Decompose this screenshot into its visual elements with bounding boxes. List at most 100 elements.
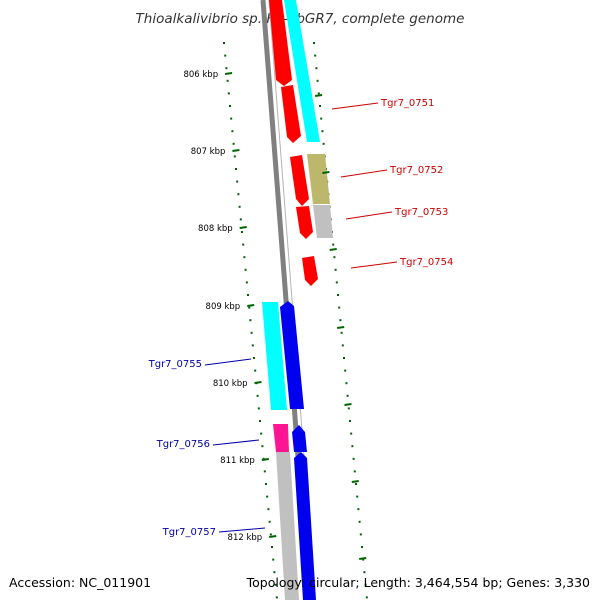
- scale-dot: [341, 344, 344, 347]
- scale-dot: [350, 432, 353, 435]
- scale-dot: [364, 583, 367, 586]
- scale-tick-label: 812 kbp: [228, 533, 263, 543]
- scale-tick-label: 811 kbp: [220, 456, 255, 466]
- scale-tick-mark: [247, 304, 255, 307]
- scale-dot: [263, 470, 266, 473]
- cds-arrow-forward[interactable]: [302, 256, 318, 286]
- gene-label[interactable]: Tgr7_0754: [399, 257, 453, 268]
- scale-dot: [273, 571, 276, 574]
- scale-dot: [266, 495, 269, 498]
- scale-dot: [346, 394, 349, 397]
- gene-label-leader: [331, 102, 379, 110]
- scale-dot: [257, 407, 260, 410]
- scale-dot: [365, 596, 368, 599]
- scale-dot: [340, 331, 343, 334]
- genome-summary-text: Topology: circular; Length: 3,464,554 bp…: [246, 575, 590, 590]
- scale-dot: [356, 495, 359, 498]
- cds-block-gray[interactable]: [276, 452, 299, 600]
- gene-label[interactable]: Tgr7_0753: [394, 207, 448, 218]
- cds-block-magenta[interactable]: [273, 424, 289, 452]
- scale-dot: [256, 394, 259, 397]
- scale-dot: [249, 319, 252, 322]
- scale-dot: [320, 117, 323, 120]
- gene-label[interactable]: Tgr7_0757: [162, 527, 216, 538]
- scale-dot: [224, 54, 227, 57]
- scale-dot: [322, 142, 325, 145]
- scale-dot: [352, 457, 355, 460]
- scale-dot: [259, 420, 261, 422]
- cds-block-cyan[interactable]: [284, 0, 320, 142]
- scale-dot: [253, 357, 255, 359]
- scale-dot: [223, 42, 225, 44]
- scale-dot: [242, 243, 245, 246]
- scale-dot: [362, 558, 365, 561]
- cds-arrow-forward[interactable]: [269, 0, 292, 86]
- gene-label-leader: [350, 261, 398, 269]
- scale-dot: [260, 432, 263, 435]
- gene-label[interactable]: Tgr7_0751: [380, 98, 434, 109]
- cds-arrow-forward[interactable]: [281, 85, 301, 143]
- cds-arrow-reverse[interactable]: [280, 301, 304, 409]
- accession-text: Accession: NC_011901: [9, 575, 151, 590]
- scale-dot: [233, 155, 236, 158]
- scale-dot: [241, 231, 243, 233]
- scale-dot: [248, 306, 251, 309]
- scale-dot: [243, 256, 246, 259]
- scale-dot: [235, 168, 237, 170]
- scale-dot: [226, 79, 229, 82]
- scale-dot: [314, 54, 317, 57]
- scale-dot: [353, 470, 356, 473]
- scale-dot: [245, 281, 248, 284]
- scale-dot: [313, 42, 315, 44]
- gene-label[interactable]: Tgr7_0752: [389, 165, 443, 176]
- scale-dot: [269, 533, 272, 536]
- gene-label[interactable]: Tgr7_0755: [148, 359, 202, 370]
- scale-dot: [231, 130, 234, 133]
- scale-dot: [236, 180, 239, 183]
- scale-tick-mark: [329, 248, 337, 251]
- scale-tick-mark: [261, 458, 269, 461]
- scale-dot: [319, 105, 321, 107]
- gene-label-leader: [218, 527, 266, 533]
- scale-dot: [271, 546, 273, 548]
- gene-label-leader: [345, 211, 393, 220]
- right-dotted-track: [313, 42, 368, 599]
- scale-dot: [317, 92, 320, 95]
- scale-dot: [363, 571, 366, 574]
- cds-arrow-forward[interactable]: [296, 206, 313, 239]
- cds-arrow-reverse[interactable]: [294, 452, 316, 600]
- scale-tick-mark: [351, 480, 359, 483]
- scale-dot: [261, 445, 264, 448]
- gene-label[interactable]: Tgr7_0756: [156, 439, 210, 450]
- cds-block-gray[interactable]: [313, 205, 333, 238]
- scale-dot: [316, 79, 319, 82]
- cds-arrow-forward[interactable]: [290, 155, 309, 206]
- scale-dot: [357, 508, 360, 511]
- scale-tick-mark: [322, 171, 330, 174]
- scale-dot: [337, 294, 339, 296]
- scale-dot: [254, 369, 257, 372]
- scale-tick-labels: 806 kbp 807 kbp 808 kbp 809 kbp 810 kbp 811 k…: [183, 70, 367, 560]
- scale-dot: [238, 205, 241, 208]
- scale-dot: [339, 319, 342, 322]
- scale-dot: [343, 357, 345, 359]
- scale-dot: [321, 130, 324, 133]
- scale-tick-label: 807 kbp: [191, 147, 226, 157]
- scale-dot: [251, 344, 254, 347]
- scale-dot: [315, 67, 318, 70]
- scale-dot: [268, 520, 271, 523]
- feature-track: [262, 0, 333, 600]
- scale-dot: [265, 483, 267, 485]
- cds-arrow-reverse[interactable]: [292, 425, 307, 452]
- scale-tick-mark: [224, 72, 233, 75]
- scale-dot: [232, 142, 235, 145]
- scale-dot: [359, 533, 362, 536]
- scale-tick-mark: [239, 226, 247, 229]
- cds-block-olive[interactable]: [307, 154, 330, 204]
- scale-dot: [332, 243, 335, 246]
- genome-title: Thioalkalivibrio sp. HL-EbGR7, complete …: [136, 11, 465, 27]
- scale-dot: [239, 218, 242, 221]
- cds-block-cyan[interactable]: [262, 302, 287, 410]
- scale-dot: [247, 294, 249, 296]
